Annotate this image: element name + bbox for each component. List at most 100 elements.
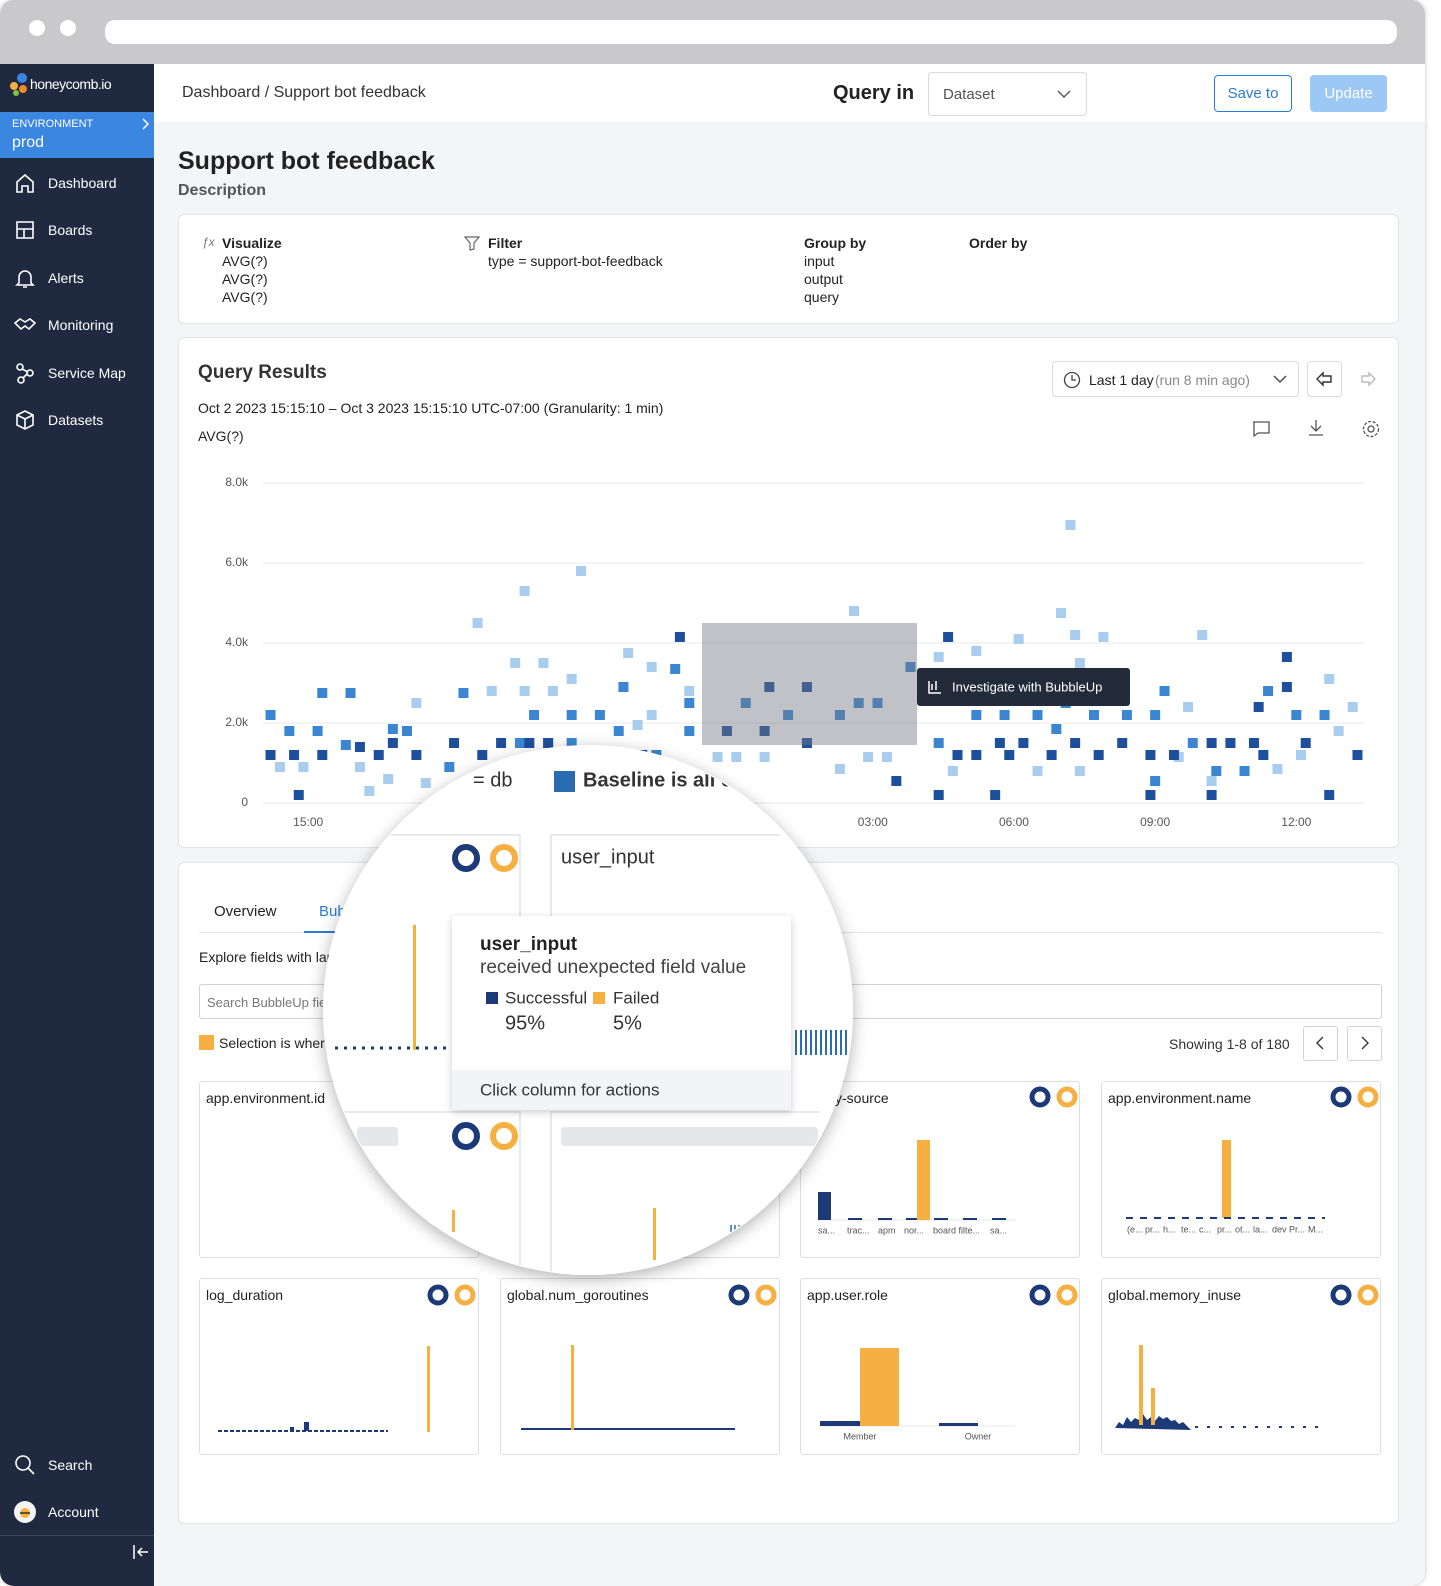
section-label: Order by bbox=[969, 235, 1028, 251]
run-info: (run 8 min ago) bbox=[1155, 372, 1250, 388]
field-card[interactable]: query-source bbox=[800, 1081, 1080, 1258]
nav-item[interactable]: Search bbox=[0, 1445, 154, 1485]
lens-placeholder bbox=[357, 1127, 398, 1146]
prev-page[interactable] bbox=[1303, 1026, 1338, 1061]
time-range-picker[interactable]: Last 1 day (run 8 min ago) bbox=[1052, 361, 1299, 397]
selection-swatch bbox=[199, 1035, 214, 1050]
tab-active[interactable]: Bub bbox=[319, 903, 346, 920]
field-card[interactable]: global.num_goroutines bbox=[500, 1278, 780, 1455]
lens-bar bbox=[795, 1030, 847, 1055]
nav-icon bbox=[14, 318, 36, 331]
field-card[interactable]: app.environment.name bbox=[1101, 1081, 1381, 1258]
browser-chrome bbox=[0, 0, 1425, 64]
results-title: Query Results bbox=[198, 362, 327, 383]
tab-underline bbox=[304, 931, 349, 933]
chevron bbox=[1361, 1036, 1369, 1050]
nav-item[interactable]: Datasets bbox=[0, 400, 154, 440]
nav-label: Search bbox=[48, 1457, 93, 1473]
section-label: Visualize bbox=[222, 235, 282, 251]
dropdown-value: Dataset bbox=[943, 86, 995, 103]
avatar bbox=[14, 1501, 36, 1523]
tooltip-percent: 5% bbox=[613, 1012, 642, 1034]
query-summary: ƒx Visualize AVG(?) AVG(?) AVG(?) Filter… bbox=[178, 214, 1399, 324]
collapse-button[interactable] bbox=[132, 1544, 150, 1560]
settings-button[interactable] bbox=[1361, 419, 1381, 439]
field-title: app.environment.name bbox=[1108, 1090, 1252, 1106]
nav-icon bbox=[16, 363, 34, 384]
nav-item[interactable]: Monitoring bbox=[0, 305, 154, 345]
tab[interactable]: Overview bbox=[214, 903, 277, 920]
lens-placeholder bbox=[561, 1127, 818, 1146]
back-button[interactable] bbox=[1307, 361, 1342, 397]
download-button[interactable] bbox=[1307, 419, 1325, 437]
lens-panel-border bbox=[330, 1111, 820, 1274]
lens-bar bbox=[452, 1210, 455, 1232]
query-item: AVG(?) bbox=[222, 289, 268, 305]
query-item: output bbox=[804, 271, 843, 287]
query-item: input bbox=[804, 253, 835, 269]
filter-icon bbox=[464, 236, 480, 251]
forward-button[interactable] bbox=[1359, 369, 1379, 389]
field-title: app.user.role bbox=[807, 1287, 888, 1303]
page-title: Support bot feedback bbox=[178, 147, 435, 175]
pagination-text: Showing 1-8 of 180 bbox=[1169, 1036, 1290, 1052]
field-title: app.environment.id bbox=[206, 1090, 326, 1106]
url-bar[interactable] bbox=[105, 20, 1397, 44]
search-placeholder: Search BubbleUp fie bbox=[207, 995, 327, 1010]
field-title: global.num_goroutines bbox=[507, 1287, 649, 1303]
dataset-dropdown[interactable]: Dataset bbox=[928, 72, 1087, 116]
query-item: AVG(?) bbox=[222, 271, 268, 287]
clock-icon bbox=[1063, 371, 1081, 389]
environment-label: ENVIRONMENT bbox=[12, 118, 94, 130]
section-label: Filter bbox=[488, 235, 523, 251]
breadcrumb[interactable]: Dashboard / Support bot feedback bbox=[182, 84, 426, 101]
time-range: Last 1 day bbox=[1089, 372, 1154, 388]
nav-label: Account bbox=[48, 1504, 99, 1520]
environment-selector[interactable]: ENVIRONMENT prod bbox=[0, 112, 154, 158]
nav-icon bbox=[16, 173, 34, 193]
legend-label: Failed bbox=[613, 988, 659, 1007]
window-dot bbox=[60, 20, 76, 36]
nav-item[interactable]: Alerts bbox=[0, 258, 154, 298]
environment-name: prod bbox=[12, 134, 45, 151]
divider bbox=[0, 1535, 154, 1536]
nav-label: Dashboard bbox=[48, 175, 117, 191]
save-button[interactable]: Save to bbox=[1214, 75, 1292, 112]
nav-item[interactable]: Boards bbox=[0, 210, 154, 250]
nav-item[interactable]: Dashboard bbox=[0, 163, 154, 203]
nav-label: Boards bbox=[48, 222, 93, 238]
sidebar: honeycomb.io ENVIRONMENT prod Dashboard … bbox=[0, 64, 154, 1586]
fx-icon: ƒx bbox=[202, 235, 215, 249]
lens-icon bbox=[452, 844, 480, 872]
query-item: query bbox=[804, 289, 840, 305]
lens-content: = db Baseline is all c user_input user_i… bbox=[324, 769, 847, 1274]
legend-swatch bbox=[593, 992, 605, 1004]
nav-icon bbox=[15, 1455, 35, 1475]
window-dot bbox=[29, 20, 45, 36]
lens-panel-title: user_input bbox=[561, 846, 655, 868]
query-results: Query Results Oct 2 2023 15:15:10 – Oct … bbox=[178, 337, 1399, 848]
comment-button[interactable] bbox=[1251, 420, 1271, 438]
explore-text: Explore fields with lar bbox=[199, 949, 332, 965]
nav-item[interactable]: Account bbox=[0, 1492, 154, 1532]
lens-field-hint: = db bbox=[473, 769, 512, 791]
time-range-text: Oct 2 2023 15:15:10 – Oct 3 2023 15:15:1… bbox=[198, 400, 664, 416]
header: Dashboard / Support bot feedback Query i… bbox=[154, 64, 1425, 122]
nav-label: Monitoring bbox=[48, 317, 114, 333]
chevron bbox=[1273, 375, 1287, 383]
field-title: log_duration bbox=[206, 1287, 284, 1303]
nav-label: Datasets bbox=[48, 412, 104, 428]
nav-icon bbox=[16, 221, 34, 239]
page-description: Description bbox=[178, 182, 267, 199]
next-page[interactable] bbox=[1347, 1026, 1382, 1061]
chart-label: AVG(?) bbox=[198, 428, 244, 444]
update-button[interactable]: Update bbox=[1310, 75, 1387, 112]
logo[interactable]: honeycomb.io bbox=[8, 72, 112, 96]
field-card[interactable]: log_duration bbox=[199, 1278, 479, 1455]
lens-icon bbox=[490, 1122, 518, 1150]
chevron bbox=[1057, 90, 1071, 98]
selection-text: Selection is wher bbox=[219, 1035, 325, 1051]
nav-item[interactable]: Service Map bbox=[0, 353, 154, 393]
lens-bar bbox=[400, 1198, 403, 1232]
